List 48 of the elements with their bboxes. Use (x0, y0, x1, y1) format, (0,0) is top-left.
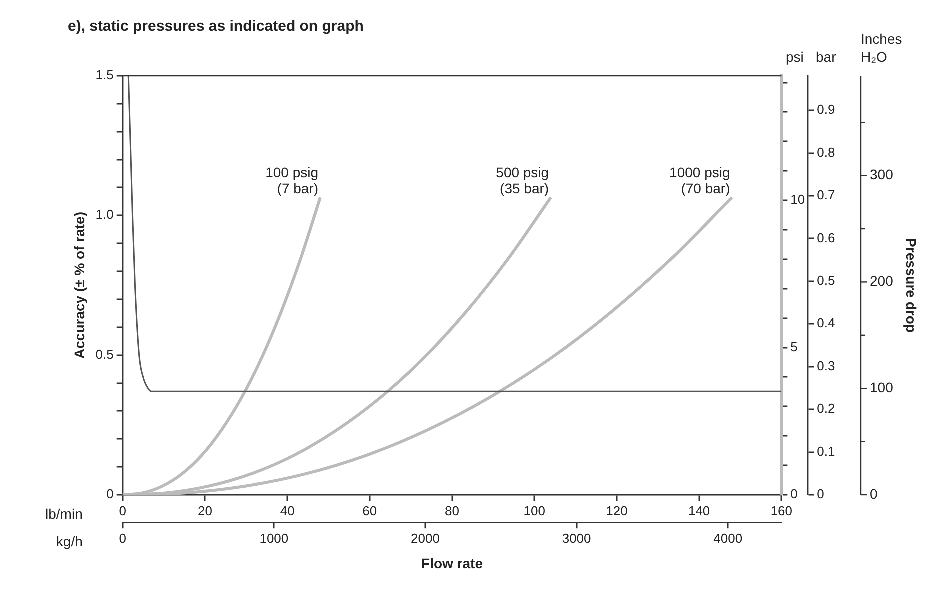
series-label: 1000 psig (70 bar) (670, 164, 730, 197)
text: bar (816, 49, 837, 65)
y-tick-label: 1.0 (96, 207, 114, 222)
y2-tick-label: 10 (790, 192, 806, 208)
y3-tick-label: 0.4 (817, 316, 836, 331)
x2-tick-label: 3000 (562, 530, 592, 546)
y3-tick-label: 0.2 (817, 401, 836, 416)
x-tick-label: 120 (606, 503, 628, 518)
text: psi (786, 49, 804, 65)
x-tick-label: 20 (198, 503, 212, 518)
y3-tick-label: 0.5 (817, 273, 836, 288)
y2-tick-label: 0 (790, 486, 798, 502)
y3-tick-label: 0.7 (817, 188, 836, 203)
y3-tick-label: 0.3 (817, 358, 836, 374)
x-axis-title: Flow rate (422, 555, 484, 572)
x-tick-label: 160 (770, 503, 793, 518)
x-tick-label: 0 (119, 503, 126, 518)
y3-tick-label: 0.6 (817, 230, 836, 246)
series-label: 100 psig (7 bar) (266, 164, 319, 197)
x2-tick-label: 0 (119, 530, 126, 546)
text: 200 (870, 273, 894, 290)
y3-tick-label: 0 (817, 486, 824, 502)
y-axis-title: Accuracy (± % of rate) (71, 212, 88, 359)
y-tick-label: 1.5 (96, 68, 114, 83)
x-tick-label: 80 (445, 503, 460, 518)
text: kg/h (56, 534, 83, 550)
text: 300 (870, 166, 894, 183)
x2-tick-label: 2000 (411, 530, 440, 546)
text: 100 (870, 379, 894, 396)
line-series (128, 76, 782, 392)
x2-tick-label: 1000 (260, 530, 289, 546)
x-tick-label: 140 (688, 503, 710, 518)
x2-tick-label: 4000 (714, 530, 743, 546)
x-tick-label: 100 (524, 503, 546, 518)
x-tick-label: 60 (362, 503, 378, 518)
y3-tick-label: 0.9 (817, 102, 836, 118)
text: Inches H₂O (861, 31, 902, 65)
text: 0 (870, 486, 878, 502)
y2-axis-title: Pressure drop (904, 238, 920, 333)
y3-tick-label: 0.8 (817, 144, 836, 160)
chart-title: e), static pressures as indicated on graph (68, 18, 364, 36)
y2-tick-label: 5 (790, 339, 798, 354)
y-tick-label: 0.5 (96, 346, 114, 362)
series-label: 500 psig (35 bar) (496, 164, 550, 197)
text: lb/min (46, 506, 83, 522)
y3-tick-label: 0.1 (817, 444, 836, 459)
x-tick-label: 40 (280, 503, 295, 518)
y-tick-label: 0 (106, 486, 114, 502)
